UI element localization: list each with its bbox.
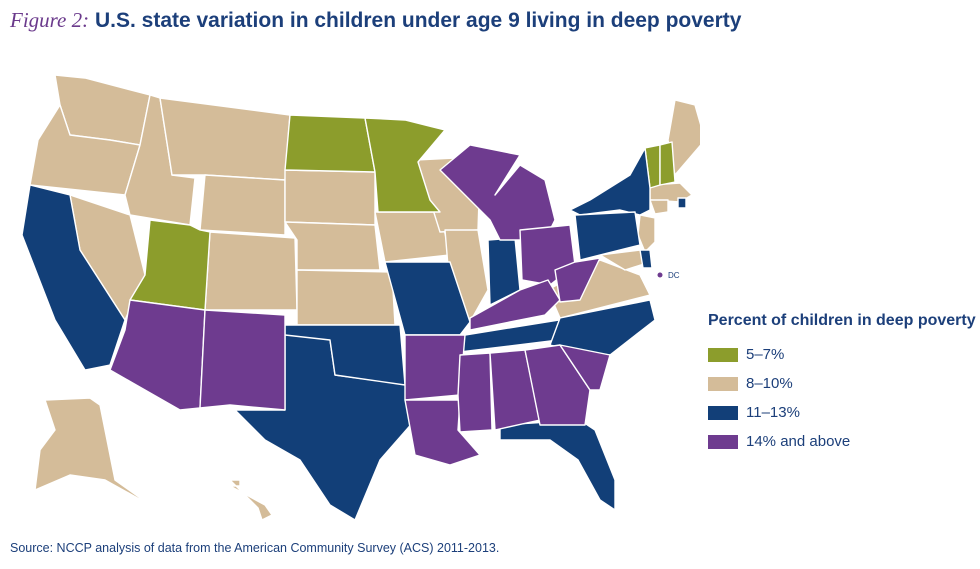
legend-label: 8–10% <box>746 375 793 392</box>
legend-item-5-7: 5–7% <box>708 340 976 369</box>
legend-title: Percent of children in deep poverty <box>708 312 976 330</box>
state-new-mexico <box>200 310 285 410</box>
dc-label: DC <box>668 271 680 280</box>
state-new-jersey <box>638 215 655 252</box>
legend-item-14-above: 14% and above <box>708 427 976 456</box>
dc-marker <box>658 273 663 278</box>
state-arkansas <box>405 335 465 400</box>
legend-swatch <box>708 348 738 362</box>
state-hawaii <box>230 480 272 520</box>
state-kansas <box>297 270 395 325</box>
state-nebraska <box>285 222 380 270</box>
state-north-dakota <box>285 115 375 172</box>
title-text: U.S. state variation in children under a… <box>95 9 742 32</box>
legend-swatch <box>708 435 738 449</box>
state-new-york <box>570 148 650 215</box>
legend-item-8-10: 8–10% <box>708 369 976 398</box>
legend-swatch <box>708 406 738 420</box>
legend-item-11-13: 11–13% <box>708 398 976 427</box>
legend-label: 5–7% <box>746 346 784 363</box>
legend-swatch <box>708 377 738 391</box>
state-wyoming <box>200 175 285 235</box>
state-rhode-island <box>678 198 686 208</box>
state-mississippi <box>458 353 492 432</box>
state-south-dakota <box>285 170 375 225</box>
state-alaska <box>35 398 150 505</box>
state-new-hampshire <box>660 142 675 185</box>
state-connecticut <box>650 200 668 214</box>
legend-label: 14% and above <box>746 433 850 450</box>
us-map <box>0 55 700 525</box>
state-montana <box>160 98 290 180</box>
state-florida <box>500 420 615 510</box>
figure-title: Figure 2: U.S. state variation in childr… <box>10 8 741 33</box>
legend-label: 11–13% <box>746 404 800 421</box>
figure-label: Figure 2: <box>10 8 89 32</box>
source-note: Source: NCCP analysis of data from the A… <box>10 541 499 555</box>
map-legend: Percent of children in deep poverty 5–7%… <box>708 312 976 456</box>
state-colorado <box>205 232 297 310</box>
